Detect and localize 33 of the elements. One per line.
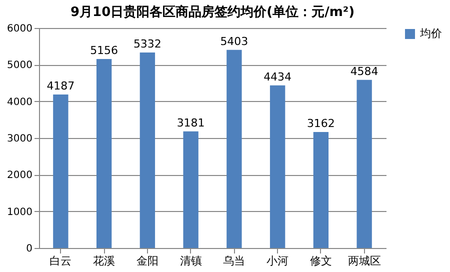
bar <box>226 50 242 248</box>
data-label: 5403 <box>220 34 248 48</box>
bar <box>96 58 112 248</box>
data-label: 3162 <box>306 117 335 130</box>
data-label: 5156 <box>90 44 118 57</box>
bar <box>183 131 198 248</box>
y-tick-label: 6000 <box>7 24 32 34</box>
bar <box>53 94 68 248</box>
chart-title: 9月10日贵阳各区商品房签约均价(单位：元/m²) <box>70 4 355 20</box>
data-label: 4434 <box>264 70 292 84</box>
x-tick-label: 清镇 <box>180 254 202 268</box>
x-tick-label: 花溪 <box>93 254 116 268</box>
data-label: 3181 <box>176 116 205 130</box>
bar <box>356 80 372 248</box>
x-tick-label: 乌当 <box>223 254 246 268</box>
bar <box>270 85 286 248</box>
legend-label: 均价 <box>419 27 442 40</box>
data-label: 5332 <box>133 37 162 50</box>
y-tick-label: 1000 <box>7 206 32 218</box>
data-label: 4187 <box>46 79 75 92</box>
bar <box>140 52 156 248</box>
y-tick-label: 3000 <box>7 134 32 144</box>
x-tick-label: 金阳 <box>136 254 158 268</box>
x-tick-label: 两城区 <box>348 254 381 268</box>
x-tick-label: 小河 <box>266 254 289 268</box>
x-tick-label: 白云 <box>50 254 72 268</box>
y-tick-label: 5000 <box>7 60 32 72</box>
bar <box>313 132 329 248</box>
y-tick-label: 4000 <box>7 96 32 108</box>
y-tick-label: 0 <box>26 244 32 254</box>
x-tick-label: 修文 <box>310 254 332 268</box>
data-label: 4584 <box>350 64 378 78</box>
y-tick-label: 2000 <box>7 170 32 182</box>
